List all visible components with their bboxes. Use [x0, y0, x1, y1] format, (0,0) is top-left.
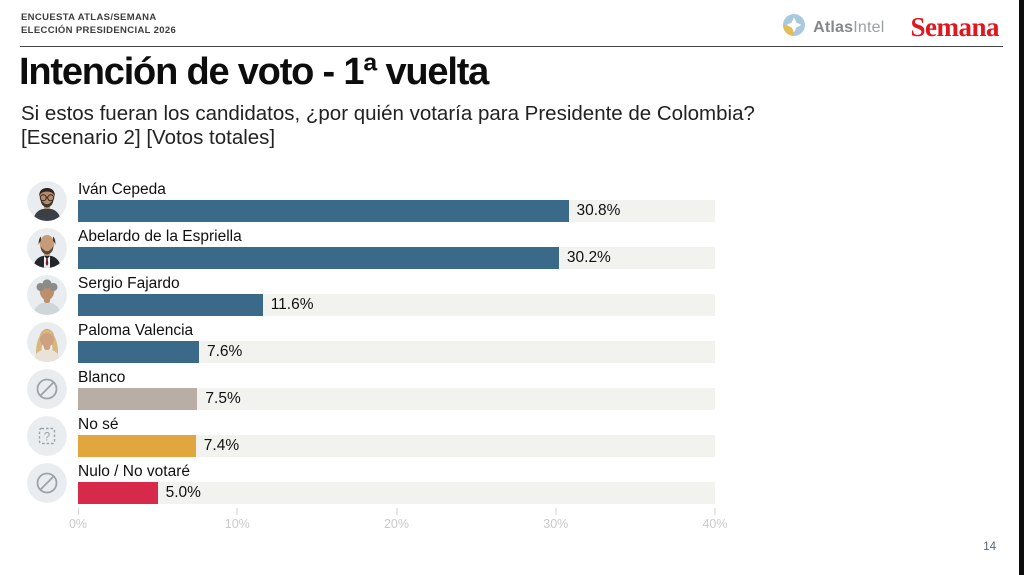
- tick-mark: [555, 508, 557, 515]
- tick-label: 40%: [702, 517, 728, 531]
- atlasintel-wordmark: AtlasIntel: [813, 18, 885, 36]
- chart-row: Iván Cepeda 30.8%: [27, 179, 717, 222]
- kicker-line-2: ELECCIÓN PRESIDENCIAL 2026: [21, 25, 177, 36]
- chart-row: Abelardo de la Espriella 30.2%: [27, 226, 717, 269]
- semana-logo: Semana: [910, 12, 999, 42]
- bar-track: 7.5%: [78, 388, 715, 410]
- tick-label: 20%: [383, 517, 410, 531]
- subtitle-line-2: [Escenario 2] [Votos totales]: [21, 125, 276, 149]
- candidate-label: Paloma Valencia: [78, 322, 194, 339]
- tick-label: 0%: [68, 517, 88, 531]
- page-title: Intención de voto - 1ª vuelta: [19, 51, 489, 93]
- avatar-sergio-fajardo: [27, 274, 67, 315]
- page-subtitle: Si estos fueran los candidatos, ¿por qui…: [21, 102, 755, 149]
- chart-rows: Iván Cepeda 30.8% Abelardo de la Espriella…: [27, 179, 717, 504]
- question-icon: ?: [27, 415, 67, 456]
- tick-mark: [396, 508, 397, 515]
- chart-row: Blanco 7.5%: [27, 367, 717, 410]
- tick-label: 30%: [543, 517, 569, 531]
- bar-fill: [78, 435, 196, 457]
- svg-text:?: ?: [44, 431, 50, 443]
- bar-fill: [78, 200, 569, 222]
- atlasintel-logo: AtlasIntel: [782, 13, 884, 42]
- x-tick: 40%: [702, 508, 728, 531]
- bar-fill: [78, 341, 199, 363]
- avatar-ivan-cepeda: [27, 180, 67, 221]
- candidate-label: Abelardo de la Espriella: [78, 228, 242, 245]
- atlasintel-icon: [782, 13, 806, 42]
- bar-track: 5.0%: [78, 482, 715, 504]
- candidate-label: Blanco: [78, 369, 126, 386]
- x-tick: 0%: [69, 508, 87, 531]
- value-label: 11.6%: [270, 296, 314, 313]
- chart-row: Paloma Valencia 7.6%: [27, 320, 717, 363]
- candidate-label: Sergio Fajardo: [78, 275, 180, 292]
- value-label: 7.6%: [207, 343, 243, 360]
- bar-track: 30.8%: [78, 200, 715, 222]
- bar-fill: [78, 482, 158, 504]
- bar-track: 30.2%: [78, 247, 715, 269]
- x-axis: 0% 10% 20% 30% 40%: [69, 508, 728, 538]
- candidate-label: Iván Cepeda: [78, 181, 166, 198]
- tick-mark: [714, 508, 716, 515]
- chart-row: Nulo / No votaré 5.0%: [27, 461, 717, 504]
- x-tick: 30%: [543, 508, 568, 531]
- value-label: 7.4%: [203, 437, 240, 454]
- bar-fill: [78, 247, 559, 269]
- tick-mark: [236, 508, 238, 515]
- bar-fill: [78, 388, 198, 410]
- tick-mark: [77, 508, 79, 515]
- kicker-line-1: ENCUESTA ATLAS/SEMANA: [21, 12, 157, 23]
- bar-track: 7.6%: [78, 341, 715, 363]
- subtitle-line-1: Si estos fueran los candidatos, ¿por qui…: [21, 102, 755, 125]
- value-label: 30.2%: [566, 249, 611, 266]
- chart-row: Sergio Fajardo 11.6%: [27, 273, 717, 316]
- right-edge-bar: [1019, 0, 1024, 575]
- x-tick: 10%: [225, 508, 250, 531]
- bar-chart: Iván Cepeda 30.8% Abelardo de la Espriella…: [27, 179, 728, 538]
- header-kicker: ENCUESTA ATLAS/SEMANA ELECCIÓN PRESIDENC…: [21, 11, 176, 37]
- value-label: 5.0%: [165, 484, 201, 501]
- tick-label: 10%: [224, 517, 250, 531]
- brand-logos: AtlasIntel Semana: [782, 13, 999, 42]
- blank-vote-icon: [27, 368, 67, 409]
- null-vote-icon: [27, 462, 67, 503]
- value-label: 30.8%: [576, 202, 621, 219]
- bar-track: 7.4%: [78, 435, 715, 457]
- avatar-paloma-valencia: [27, 321, 67, 362]
- header-divider: [20, 46, 1003, 47]
- candidate-label: Nulo / No votaré: [78, 463, 190, 480]
- x-tick: 20%: [384, 508, 409, 531]
- bar-fill: [78, 294, 263, 316]
- value-label: 7.5%: [205, 390, 241, 407]
- candidate-label: No sé: [78, 416, 119, 433]
- page-number: 14: [983, 541, 996, 553]
- avatar-abelardo-de-la-espriella: [27, 227, 67, 268]
- chart-row: ? No sé 7.4%: [27, 414, 717, 457]
- bar-track: 11.6%: [78, 294, 715, 316]
